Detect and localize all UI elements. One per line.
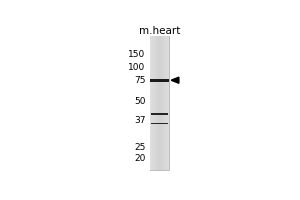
Bar — [150, 36, 169, 170]
Bar — [161, 36, 162, 170]
Bar — [150, 79, 169, 82]
Text: 75: 75 — [134, 76, 146, 85]
Text: m.heart: m.heart — [139, 26, 180, 36]
Bar — [151, 123, 168, 124]
Bar — [155, 36, 156, 170]
Text: 20: 20 — [134, 154, 146, 163]
Bar — [151, 113, 168, 115]
Bar — [160, 36, 161, 170]
Text: 25: 25 — [134, 143, 146, 152]
Text: 150: 150 — [128, 50, 146, 59]
Bar — [158, 36, 159, 170]
Bar — [159, 36, 160, 170]
Bar — [153, 36, 154, 170]
Bar — [154, 36, 155, 170]
Bar — [157, 36, 158, 170]
Bar — [163, 36, 164, 170]
Text: 100: 100 — [128, 63, 146, 72]
Bar — [150, 36, 151, 170]
Bar — [156, 36, 157, 170]
Text: 50: 50 — [134, 97, 146, 106]
Bar — [168, 36, 169, 170]
Bar — [151, 36, 152, 170]
Polygon shape — [171, 77, 179, 83]
Bar — [162, 36, 163, 170]
Text: 37: 37 — [134, 116, 146, 125]
Bar — [164, 36, 165, 170]
Bar — [152, 36, 153, 170]
Bar — [167, 36, 168, 170]
Bar — [165, 36, 166, 170]
